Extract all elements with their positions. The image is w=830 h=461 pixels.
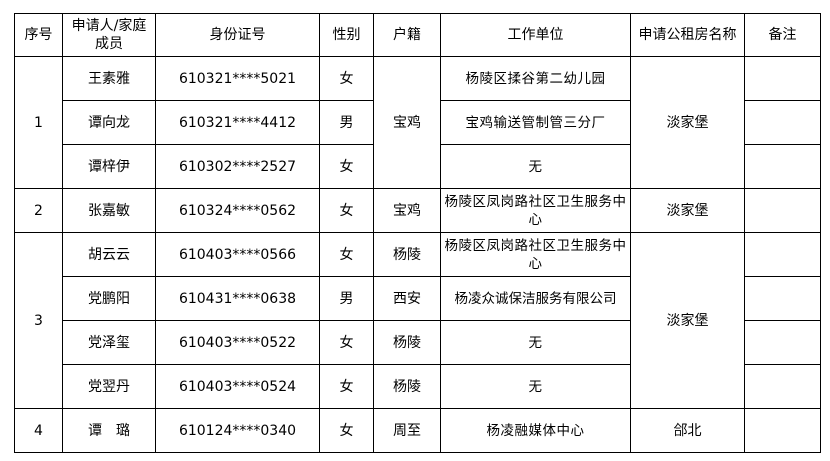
header-gender: 性别 (319, 13, 374, 57)
work-cell: 宝鸡输送管制管三分厂 (440, 100, 631, 145)
remark-cell (744, 276, 821, 321)
id-cell: 610403****0522 (155, 320, 320, 365)
name-cell: 谭 璐 (62, 408, 156, 453)
remark-cell (744, 100, 821, 145)
gender-cell: 男 (319, 276, 374, 321)
name-cell: 王素雅 (62, 56, 156, 101)
name-cell: 党翌丹 (62, 364, 156, 409)
gender-cell: 女 (319, 364, 374, 409)
table-row: 党翌丹 610403****0524 女 杨陵 无 (15, 364, 821, 409)
id-cell: 610403****0524 (155, 364, 320, 409)
gender-cell: 女 (319, 320, 374, 365)
table-row: 谭梓伊 610302****2527 女 无 (15, 144, 821, 189)
header-remark: 备注 (744, 13, 821, 57)
header-housing: 申请公租房名称 (630, 13, 745, 57)
remark-cell (744, 320, 821, 365)
housing-cell: 郃北 (630, 408, 745, 453)
gender-cell: 女 (319, 232, 374, 277)
gender-cell: 女 (319, 408, 374, 453)
remark-cell (744, 364, 821, 409)
id-cell: 610431****0638 (155, 276, 320, 321)
name-cell: 胡云云 (62, 232, 156, 277)
header-id: 身份证号 (155, 13, 320, 57)
gender-cell: 男 (319, 100, 374, 145)
table-row: 党鹏阳 610431****0638 男 西安 杨凌众诚保洁服务有限公司 (15, 276, 821, 321)
remark-cell (744, 408, 821, 453)
hukou-cell: 杨陵 (373, 232, 441, 277)
remark-cell (744, 144, 821, 189)
gender-cell: 女 (319, 56, 374, 101)
remark-cell (744, 188, 821, 233)
id-cell: 610321****4412 (155, 100, 320, 145)
header-row: 序号 申请人/家庭成员 身份证号 性别 户籍 工作单位 申请公租房名称 备注 (14, 13, 821, 57)
name-cell: 谭向龙 (62, 100, 156, 145)
work-cell: 杨陵区揉谷第二幼儿园 (440, 56, 631, 101)
table-row: 谭向龙 610321****4412 男 宝鸡输送管制管三分厂 (15, 100, 821, 145)
housing-cell: 淡家堡 (630, 56, 745, 189)
id-cell: 610403****0566 (155, 232, 320, 277)
seq-cell: 4 (14, 408, 63, 453)
housing-cell: 淡家堡 (630, 188, 745, 233)
name-cell: 谭梓伊 (62, 144, 156, 189)
table-row: 1 王素雅 610321****5021 女 宝鸡 杨陵区揉谷第二幼儿园 淡家堡 (14, 56, 821, 189)
header-seq: 序号 (14, 13, 63, 57)
name-cell: 张嘉敏 (62, 188, 156, 233)
name-cell: 党泽玺 (62, 320, 156, 365)
seq-cell: 1 (14, 56, 63, 189)
id-cell: 610321****5021 (155, 56, 320, 101)
housing-cell: 淡家堡 (630, 232, 745, 409)
header-name: 申请人/家庭成员 (62, 13, 156, 57)
header-hukou: 户籍 (373, 13, 441, 57)
header-work: 工作单位 (440, 13, 631, 57)
work-cell: 杨凌融媒体中心 (440, 408, 631, 453)
work-cell: 杨凌众诚保洁服务有限公司 (440, 276, 631, 321)
hukou-cell: 宝鸡 (373, 188, 441, 233)
table-row: 2 张嘉敏 610324****0562 女 宝鸡 杨陵区凤岗路社区卫生服务中心… (14, 188, 821, 233)
remark-cell (744, 56, 821, 101)
hukou-cell: 宝鸡 (373, 56, 441, 189)
id-cell: 610302****2527 (155, 144, 320, 189)
gender-cell: 女 (319, 144, 374, 189)
work-cell: 无 (440, 364, 631, 409)
work-cell: 杨陵区凤岗路社区卫生服务中心 (440, 188, 631, 233)
work-cell: 无 (440, 320, 631, 365)
id-cell: 610324****0562 (155, 188, 320, 233)
id-cell: 610124****0340 (155, 408, 320, 453)
seq-cell: 3 (14, 232, 63, 409)
hukou-cell: 杨陵 (373, 320, 441, 365)
table-row: 党泽玺 610403****0522 女 杨陵 无 (15, 320, 821, 365)
hukou-cell: 周至 (373, 408, 441, 453)
name-cell: 党鹏阳 (62, 276, 156, 321)
applicant-table: 序号 申请人/家庭成员 身份证号 性别 户籍 工作单位 申请公租房名称 备注 1… (14, 13, 821, 453)
work-cell: 无 (440, 144, 631, 189)
table-row: 4 谭 璐 610124****0340 女 周至 杨凌融媒体中心 郃北 (14, 408, 821, 453)
work-cell: 杨陵区凤岗路社区卫生服务中心 (440, 232, 631, 277)
hukou-cell: 杨陵 (373, 364, 441, 409)
seq-cell: 2 (14, 188, 63, 233)
gender-cell: 女 (319, 188, 374, 233)
remark-cell (744, 232, 821, 277)
table-row: 3 胡云云 610403****0566 女 杨陵 杨陵区凤岗路社区卫生服务中心… (14, 232, 821, 409)
hukou-cell: 西安 (373, 276, 441, 321)
